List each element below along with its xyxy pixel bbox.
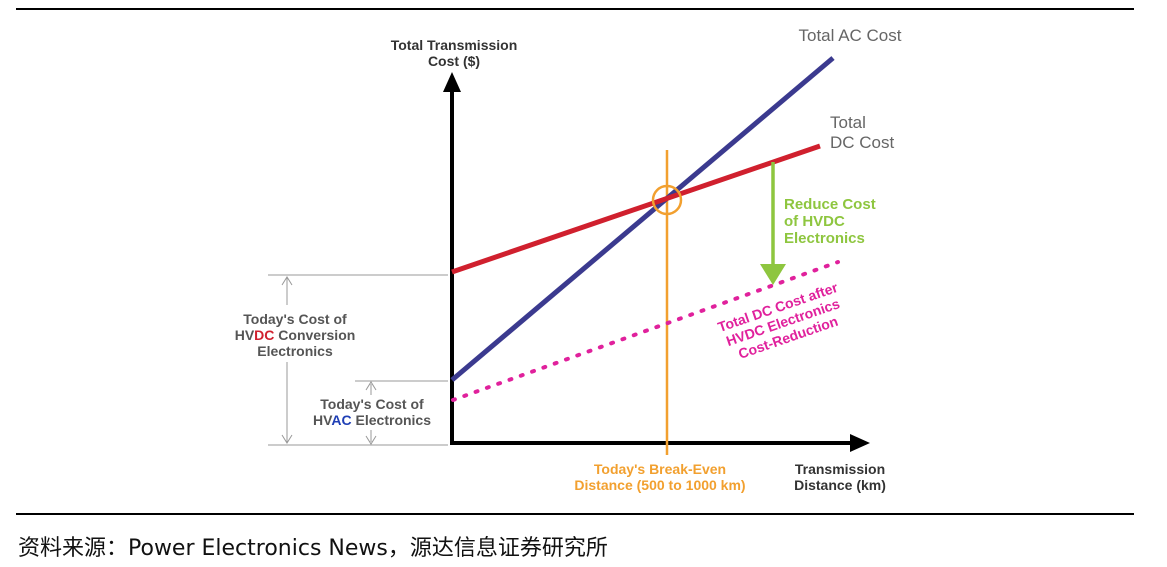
top-rule [16, 8, 1134, 10]
break-even-label-line1: Today's Break-Even [594, 461, 726, 477]
dc-conversion-cost-label-line3: Electronics [257, 343, 333, 359]
reduce-cost-label-line1: Reduce Cost [784, 196, 876, 213]
dc-conversion-cost-label-line2: HVDC Conversion [235, 327, 356, 343]
x-axis-label-line2: Distance (km) [794, 477, 886, 493]
break-even-point-circle [651, 184, 683, 216]
total-ac-cost-label: Total AC Cost [799, 26, 902, 45]
y-axis-label-line1: Total Transmission [391, 37, 518, 53]
source-note: 资料来源：Power Electronics News，源达信息证券研究所 [18, 536, 608, 561]
total-dc-cost-line [451, 143, 821, 275]
break-even-label-line2: Distance (500 to 1000 km) [574, 477, 745, 493]
x-axis-label-line1: Transmission [795, 461, 885, 477]
bottom-rule [16, 513, 1134, 515]
dimension-arrowheads [281, 276, 377, 445]
reduce-cost-label-line3: Electronics [784, 230, 865, 247]
y-axis-arrowhead [443, 72, 461, 92]
reduced-dc-cost-label: Total DC Cost after HVDC Electronics Cos… [716, 279, 842, 362]
reduced-dc-cost-line [451, 260, 840, 402]
cost-dimension-guides [268, 274, 448, 446]
dc-conversion-cost-label-line1: Today's Cost of [243, 311, 347, 327]
total-dc-cost-label-line2: DC Cost [830, 133, 895, 152]
y-axis-label-line2: Cost ($) [428, 53, 480, 69]
ac-electronics-cost-label-line1: Today's Cost of [320, 396, 424, 412]
total-dc-cost-label-line1: Total [830, 113, 866, 132]
reduce-cost-label-line2: of HVDC [784, 213, 845, 230]
ac-electronics-cost-label-line2: HVAC Electronics [313, 412, 431, 428]
reduce-cost-arrowhead [760, 264, 786, 285]
total-ac-cost-line [450, 56, 835, 382]
x-axis-arrowhead [850, 434, 870, 452]
